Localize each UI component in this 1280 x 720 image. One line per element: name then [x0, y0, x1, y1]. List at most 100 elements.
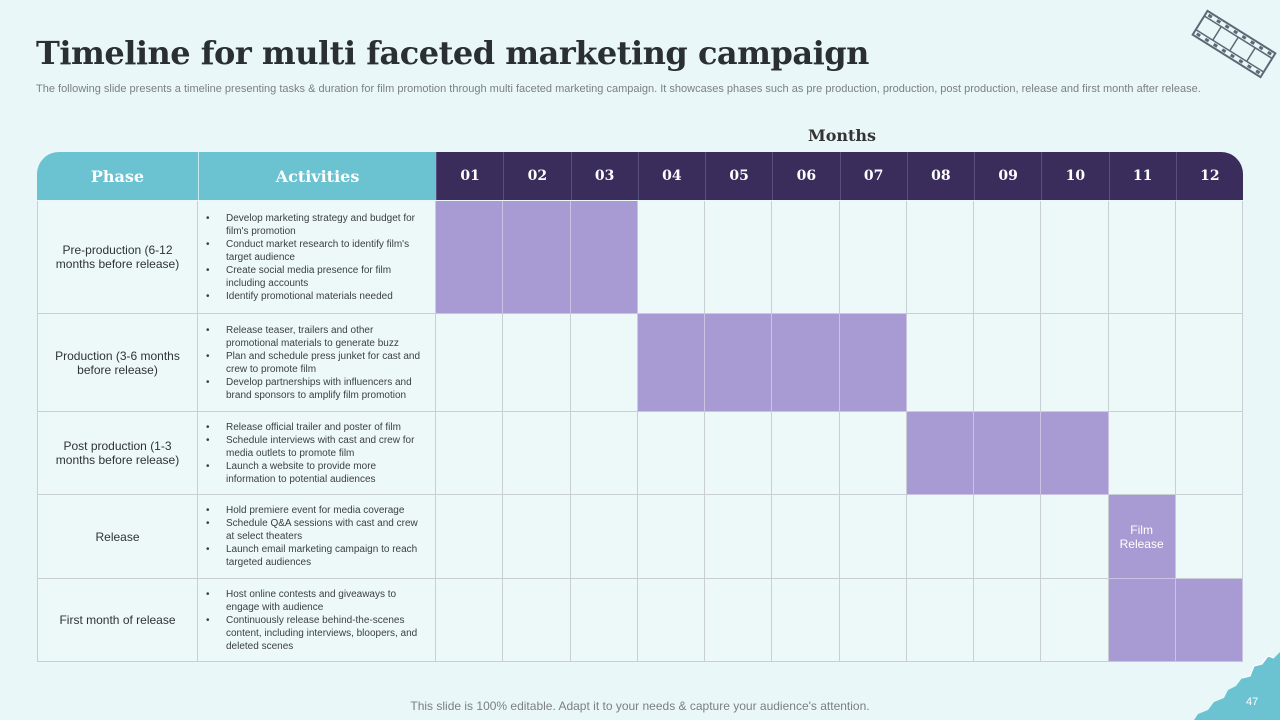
- timeline-cell: [503, 412, 571, 495]
- timeline-cell: [906, 579, 974, 662]
- timeline-cell: [570, 314, 638, 412]
- phase-cell: Pre-production (6-12 months before relea…: [37, 201, 198, 314]
- activities-cell: Release teaser, trailers and other promo…: [198, 314, 436, 412]
- activity-list: Host online contests and giveaways to en…: [206, 588, 427, 653]
- header-month-02: 02: [503, 152, 571, 200]
- timeline-cell: [906, 314, 974, 412]
- activity-item: Launch a website to provide more informa…: [206, 460, 427, 486]
- timeline-bar: [906, 412, 974, 495]
- activity-item: Conduct market research to identify film…: [206, 238, 427, 264]
- activity-item: Schedule interviews with cast and crew f…: [206, 434, 427, 460]
- footer-note: This slide is 100% editable. Adapt it to…: [410, 699, 870, 713]
- slide-subtitle: The following slide presents a timeline …: [36, 83, 1201, 95]
- activity-list: Develop marketing strategy and budget fo…: [206, 212, 427, 303]
- timeline-cell: [705, 201, 773, 314]
- timeline-cell: [637, 201, 705, 314]
- activity-list: Release teaser, trailers and other promo…: [206, 324, 427, 402]
- phase-cell: Post production (1-3 months before relea…: [37, 412, 198, 495]
- timeline-bar: [705, 314, 773, 412]
- header-month-11: 11: [1108, 152, 1176, 200]
- activity-item: Release teaser, trailers and other promo…: [206, 324, 427, 350]
- phase-cell: Release: [37, 495, 198, 579]
- timeline-cell: [705, 412, 773, 495]
- phase-cell: Production (3-6 months before release): [37, 314, 198, 412]
- activity-item: Release official trailer and poster of f…: [206, 421, 427, 434]
- activity-list: Release official trailer and poster of f…: [206, 421, 427, 486]
- header-month-06: 06: [772, 152, 840, 200]
- timeline-cell: [1041, 201, 1109, 314]
- timeline-cell: [839, 495, 907, 579]
- header-activities: Activities: [198, 152, 436, 200]
- timeline-cell: [705, 579, 773, 662]
- timeline-cell: [974, 314, 1042, 412]
- timeline-cell: [637, 412, 705, 495]
- timeline-cell: [1175, 412, 1243, 495]
- timeline-cell: [839, 579, 907, 662]
- timeline-cell: [1175, 201, 1243, 314]
- phase-cell: First month of release: [37, 579, 198, 662]
- timeline-cell: [436, 495, 504, 579]
- activity-list: Hold premiere event for media coverageSc…: [206, 504, 427, 569]
- timeline-cell: [1108, 412, 1176, 495]
- timeline-cell: [772, 412, 840, 495]
- header-month-01: 01: [436, 152, 504, 200]
- timeline-cell: [974, 201, 1042, 314]
- timeline-cell: [705, 495, 773, 579]
- timeline-cell: [570, 412, 638, 495]
- timeline-cell: [1175, 495, 1243, 579]
- activities-cell: Hold premiere event for media coverageSc…: [198, 495, 436, 579]
- timeline-bar: [974, 412, 1042, 495]
- timeline-cell: [772, 201, 840, 314]
- activity-item: Continuously release behind-the-scenes c…: [206, 614, 427, 653]
- timeline-bar: [772, 314, 840, 412]
- activity-item: Identify promotional materials needed: [206, 290, 427, 303]
- timeline-cell: [570, 495, 638, 579]
- header-month-07: 07: [839, 152, 907, 200]
- activities-cell: Host online contests and giveaways to en…: [198, 579, 436, 662]
- activity-item: Launch email marketing campaign to reach…: [206, 543, 427, 569]
- header-month-12: 12: [1175, 152, 1243, 200]
- timeline-cell: [637, 579, 705, 662]
- timeline-cell: [436, 314, 504, 412]
- page-number: 47: [1246, 696, 1259, 708]
- timeline-cell: [1041, 495, 1109, 579]
- timeline-cell: [1175, 314, 1243, 412]
- timeline-bar: [1108, 579, 1176, 662]
- timeline-cell: [974, 579, 1042, 662]
- film-strip-icon: [1191, 9, 1277, 79]
- header-phase: Phase: [37, 152, 198, 200]
- activity-item: Plan and schedule press junket for cast …: [206, 350, 427, 376]
- timeline-cell: [772, 579, 840, 662]
- timeline-bar: [637, 314, 705, 412]
- header-month-08: 08: [906, 152, 974, 200]
- header-month-09: 09: [974, 152, 1042, 200]
- timeline-cell: [839, 201, 907, 314]
- header-month-05: 05: [705, 152, 773, 200]
- timeline-cell: [570, 579, 638, 662]
- activities-cell: Develop marketing strategy and budget fo…: [198, 201, 436, 314]
- timeline-cell: [503, 579, 571, 662]
- timeline-cell: [906, 201, 974, 314]
- header-month-03: 03: [570, 152, 638, 200]
- timeline-bar: [1175, 579, 1243, 662]
- timeline-cell: [906, 495, 974, 579]
- timeline-bar: [839, 314, 907, 412]
- timeline-cell: [839, 412, 907, 495]
- timeline-bar: [1041, 412, 1109, 495]
- timeline-cell: [637, 495, 705, 579]
- timeline-cell: [436, 412, 504, 495]
- timeline-cell: [436, 579, 504, 662]
- header-month-04: 04: [637, 152, 705, 200]
- header-month-10: 10: [1041, 152, 1109, 200]
- activity-item: Create social media presence for film in…: [206, 264, 427, 290]
- activity-item: Develop marketing strategy and budget fo…: [206, 212, 427, 238]
- timeline-cell: [503, 314, 571, 412]
- timeline-cell: [503, 495, 571, 579]
- timeline-cell: [1041, 314, 1109, 412]
- activity-item: Schedule Q&A sessions with cast and crew…: [206, 517, 427, 543]
- timeline-cell: [1108, 314, 1176, 412]
- months-label: Months: [808, 126, 877, 145]
- activities-cell: Release official trailer and poster of f…: [198, 412, 436, 495]
- timeline-bar: [503, 201, 571, 314]
- activity-item: Develop partnerships with influencers an…: [206, 376, 427, 402]
